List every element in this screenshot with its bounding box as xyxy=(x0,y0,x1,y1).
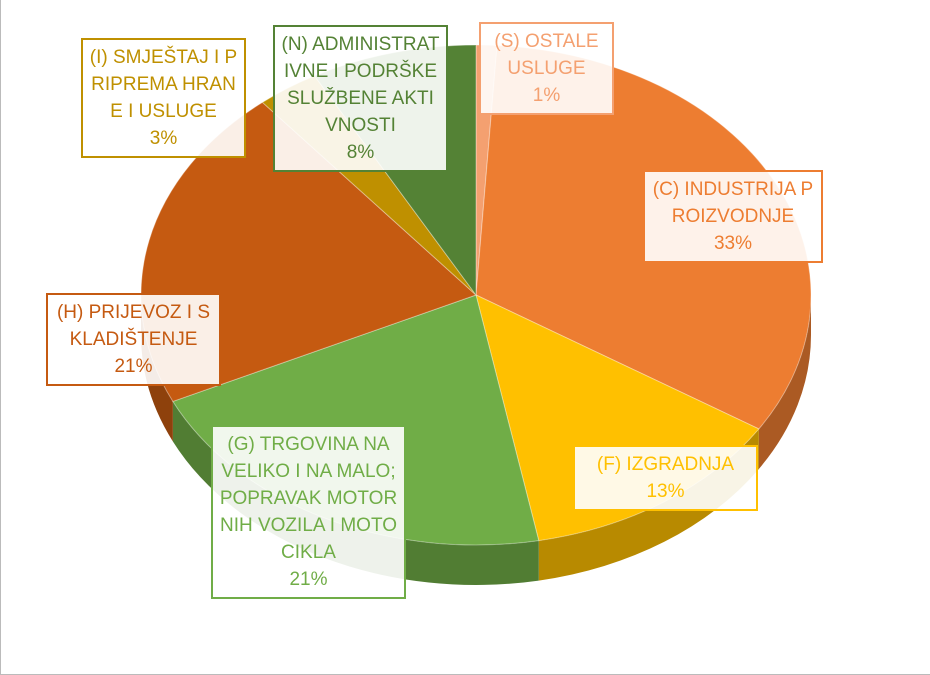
value-label: 21% xyxy=(114,356,153,377)
value-label: 3% xyxy=(149,128,178,149)
data-label: (G) TRGOVINA NA VELIKO I NA MALO; POPRAV… xyxy=(211,425,406,599)
category-label: (S) OSTALE USLUGE xyxy=(494,31,599,79)
data-label: (S) OSTALE USLUGE 1% xyxy=(479,22,614,115)
data-label: (H) PRIJEVOZ I SKLADIŠTENJE 21% xyxy=(46,293,221,386)
value-label: 8% xyxy=(346,142,375,163)
data-label: (C) INDUSTRIJA PROIZVODNJE 33% xyxy=(643,170,823,263)
data-label: (I) SMJEŠTAJ I PRIPREMA HRANE I USLUGE 3% xyxy=(81,38,246,158)
data-label: (N) ADMINISTRATIVNE I PODRŠKE SLUŽBENE A… xyxy=(273,25,448,172)
data-label: (F) IZGRADNJA 13% xyxy=(573,445,758,511)
slice-side xyxy=(141,295,173,442)
value-label: 13% xyxy=(646,481,685,502)
category-label: (H) PRIJEVOZ I SKLADIŠTENJE xyxy=(56,302,211,350)
value-label: 33% xyxy=(713,233,753,254)
category-label: (G) TRGOVINA NA VELIKO I NA MALO; POPRAV… xyxy=(219,434,398,563)
category-label: (I) SMJEŠTAJ I PRIPREMA HRANE I USLUGE xyxy=(89,47,238,122)
slice-side xyxy=(538,428,759,581)
slice-side xyxy=(758,295,811,469)
category-label: (N) ADMINISTRATIVNE I PODRŠKE SLUŽBENE A… xyxy=(281,34,440,136)
category-label: (F) IZGRADNJA xyxy=(596,454,735,475)
value-label: 1% xyxy=(532,85,561,106)
value-label: 21% xyxy=(289,569,328,590)
category-label: (C) INDUSTRIJA PROIZVODNJE xyxy=(652,179,814,227)
